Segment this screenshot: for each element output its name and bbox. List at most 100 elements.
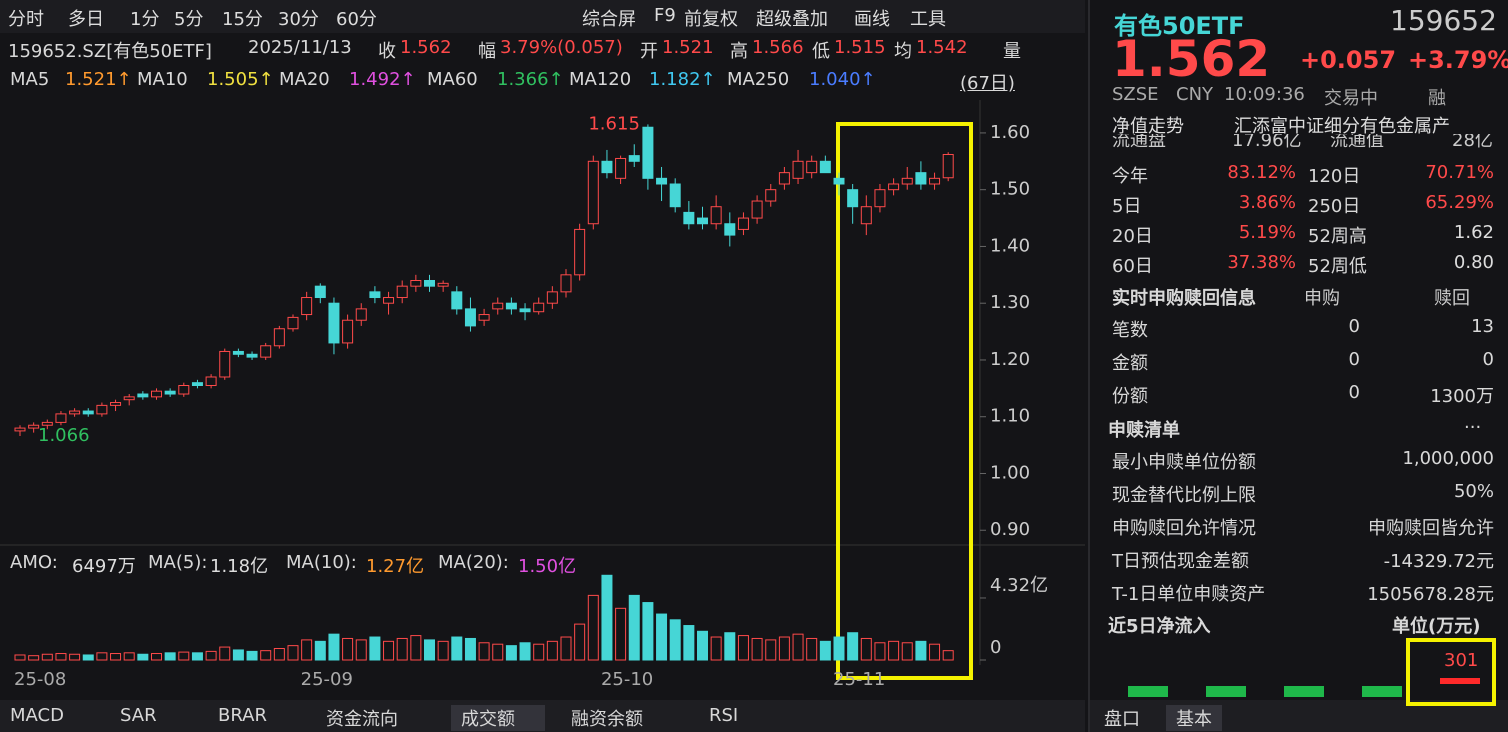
volume-bar	[683, 625, 695, 661]
period-tab[interactable]: 1分	[130, 9, 160, 30]
stat: 17.96亿	[1232, 134, 1302, 148]
indicator-tab[interactable]: BRAR	[218, 705, 267, 726]
indicator-tab[interactable]: SAR	[120, 705, 157, 726]
candle-body	[178, 385, 190, 395]
nav-tab[interactable]: 净值走势	[1112, 116, 1184, 137]
volume-bar	[546, 640, 558, 661]
stat-value: 1.62	[1453, 222, 1494, 243]
volume-bar	[314, 640, 326, 661]
volume-bar	[505, 645, 517, 661]
candle-body	[14, 427, 26, 432]
candle-body	[396, 285, 408, 299]
candle-body	[587, 160, 599, 225]
period-tab[interactable]: 15分	[222, 9, 263, 30]
volume-bar	[560, 636, 572, 661]
y-tick-label: 0	[990, 637, 1001, 658]
indicator-tab[interactable]: 资金流向	[326, 709, 398, 730]
volume-bar	[328, 633, 340, 661]
y-tick-label: 4.32亿	[990, 575, 1048, 596]
candle-body	[451, 291, 463, 310]
volume-bar	[287, 645, 299, 661]
amo-label: MA(20):	[438, 552, 509, 573]
x-tick-label: 25-10	[601, 669, 653, 690]
ma-label: MA10	[137, 69, 188, 90]
row-label: 笔数	[1112, 320, 1148, 341]
tool-button[interactable]: F9	[654, 5, 676, 26]
candle-body	[642, 126, 654, 179]
candle-body	[901, 177, 913, 185]
x-tick-label: 25-11	[833, 669, 885, 690]
candle-body	[765, 189, 777, 202]
quote-label: 均	[894, 41, 912, 62]
candle-body	[41, 421, 53, 426]
stat: 28亿	[1452, 134, 1493, 148]
candle-body	[383, 297, 395, 304]
candle-body	[656, 177, 668, 185]
col-head: 申购	[1304, 288, 1340, 309]
period-tab[interactable]: 多日	[68, 9, 104, 30]
candle-body	[69, 410, 81, 415]
period-tab[interactable]: 5分	[174, 9, 204, 30]
date: 2025/11/13	[248, 37, 352, 58]
indicator-tab[interactable]: 融资余额	[571, 709, 643, 730]
volume-bar	[151, 653, 162, 661]
stat-label: 120日	[1308, 166, 1361, 187]
tool-button[interactable]: 综合屏	[582, 9, 636, 30]
volume-bar	[424, 639, 435, 661]
row-value: 0	[1482, 349, 1494, 370]
panel-tab[interactable]: 基本	[1166, 705, 1222, 731]
candle-body	[874, 189, 886, 208]
period-tab[interactable]: 30分	[278, 9, 319, 30]
volume-bar	[615, 607, 627, 661]
volume-bar	[301, 639, 313, 661]
candle-body	[478, 314, 490, 321]
indicator-tab[interactable]: RSI	[709, 705, 739, 726]
row-value: 13	[1471, 316, 1494, 337]
period-count[interactable]: (67日)	[960, 73, 1015, 94]
volume-bar	[451, 636, 463, 661]
candle-body	[560, 274, 572, 293]
tool-button[interactable]: 画线	[854, 9, 890, 30]
more[interactable]: ...	[1464, 412, 1482, 433]
candle-body	[888, 183, 900, 191]
y-tick-label: 1.10	[990, 406, 1030, 427]
indicator-tab[interactable]: 成交额	[451, 705, 545, 731]
candle-body	[929, 177, 941, 185]
stat-value: 0.80	[1453, 252, 1494, 273]
volume-bar	[273, 648, 285, 661]
ma-value: 1.366↑	[497, 69, 564, 90]
ma-value: 1.505↑	[207, 69, 274, 90]
period-tab[interactable]: 分时	[8, 9, 44, 30]
panel-tab[interactable]: 盘口	[1104, 709, 1140, 730]
stat-value: 70.71%	[1425, 162, 1494, 183]
volume-bar	[519, 642, 531, 661]
low-label: 1.066	[38, 425, 90, 446]
tool-button[interactable]: 超级叠加	[756, 9, 828, 30]
tool-button[interactable]: 前复权	[684, 9, 738, 30]
quote-label: 开	[640, 41, 658, 62]
volume-bar	[96, 652, 108, 661]
period-tab[interactable]: 60分	[336, 9, 377, 30]
candle-body	[314, 285, 326, 299]
last-price: 1.562	[1112, 30, 1271, 88]
flow-bar	[1440, 678, 1480, 684]
volume-bar	[355, 639, 367, 661]
candle-body	[710, 206, 722, 225]
chart: 1.60 1.50 1.40 1.30 1.20 1.10 1.00 0.90 25-08 25-…	[0, 100, 1085, 732]
ma-value: 1.040↑	[809, 69, 876, 90]
volume-bar	[437, 640, 449, 661]
candle-body	[164, 390, 176, 395]
candle-body	[232, 350, 244, 355]
stat: 流通值	[1330, 134, 1384, 148]
tool-button[interactable]: 工具	[910, 9, 946, 30]
indicator-tab[interactable]: MACD	[10, 705, 64, 726]
candle-body	[942, 153, 954, 179]
candle-body	[601, 160, 613, 174]
volume-bar	[137, 653, 149, 661]
volume-bar	[601, 574, 613, 661]
unit: 单位(万元)	[1392, 616, 1481, 637]
candle-body	[246, 353, 258, 358]
stat-value: 3.86%	[1238, 192, 1296, 213]
quote-value: 1.566	[752, 37, 804, 58]
